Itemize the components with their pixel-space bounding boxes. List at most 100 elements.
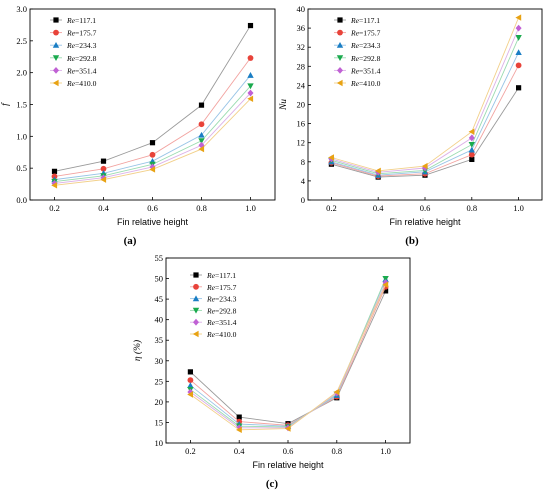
x-axis-label: Fin relative height [117, 217, 189, 227]
data-point [100, 176, 107, 183]
y-tick-label: 2.0 [16, 68, 27, 78]
legend-label: Re=292.8 [66, 54, 97, 63]
data-point [515, 24, 522, 32]
data-point [382, 281, 389, 288]
data-point [247, 22, 254, 29]
x-tick-label: 0.8 [196, 203, 207, 213]
legend-label: Re=117.1 [66, 16, 96, 25]
data-point [516, 85, 522, 91]
x-tick-label: 1.0 [513, 203, 524, 213]
legend-label: Re=351.4 [350, 66, 381, 75]
x-tick-label: 0.8 [331, 446, 342, 456]
legend-marker [52, 42, 60, 48]
data-point [100, 158, 107, 164]
data-point [375, 167, 381, 175]
legend-marker [53, 29, 59, 36]
y-tick-label: 28 [297, 61, 306, 71]
y-tick-label: 8 [301, 157, 305, 167]
y-axis-label: η (%) [132, 340, 143, 361]
legend-label: Re=292.8 [206, 306, 237, 315]
data-point [515, 62, 522, 69]
y-tick-label: 32 [297, 42, 306, 52]
data-point [149, 140, 156, 146]
legend-label: Re=410.0 [206, 330, 237, 339]
legend-label: Re=351.4 [66, 66, 97, 75]
y-tick-label: 4 [301, 176, 306, 186]
data-point [247, 83, 254, 90]
legend-label: Re=351.4 [206, 318, 237, 327]
y-tick-label: 20 [155, 397, 164, 407]
data-point [515, 35, 522, 41]
data-point [236, 414, 242, 420]
legend-label: Re=410.0 [66, 79, 97, 88]
data-point [187, 377, 194, 383]
legend-label: Re=175.7 [350, 29, 381, 38]
data-point [187, 369, 193, 375]
y-tick-label: 12 [297, 138, 306, 148]
legend-marker [337, 29, 343, 36]
legend-label: Re=117.1 [350, 16, 380, 25]
y-tick-label: 15 [155, 417, 164, 427]
legend-marker [336, 42, 344, 48]
data-point [422, 164, 428, 172]
x-tick-label: 0.6 [283, 446, 294, 456]
data-point [333, 388, 340, 396]
panel-label: (b) [405, 235, 419, 247]
x-tick-label: 0.2 [49, 203, 60, 213]
legend-label: Re=410.0 [350, 79, 381, 88]
y-tick-label: 36 [297, 23, 306, 33]
data-point [247, 95, 254, 102]
legend: Re=117.1 Re=175.7 Re=234.3 Re=292.8 Re=351.4… [334, 16, 381, 88]
legend: Re=117.1 Re=175.7 Re=234.3 Re=292.8 Re=351.4… [50, 16, 97, 88]
data-point [247, 72, 254, 78]
legend-marker [193, 272, 199, 278]
legend-marker [192, 295, 200, 302]
x-axis-label: Fin relative height [389, 217, 461, 227]
y-tick-label: 0.5 [16, 163, 27, 173]
data-point [187, 388, 194, 396]
legend-marker [336, 55, 344, 61]
chart-panel-1: 0.2 0.4 0.6 0.8 1.0 0.0 0.5 1.0 1.5 2.0 2.5 3.0 Fin … [0, 4, 276, 247]
data-point [468, 146, 475, 153]
y-tick-label: 1.5 [16, 100, 27, 110]
data-point [51, 168, 58, 174]
legend-marker [336, 79, 343, 87]
legend-label: Re=234.3 [66, 41, 97, 50]
data-point [187, 391, 193, 398]
data-point [468, 128, 475, 135]
legend: Re=117.1 Re=175.7 Re=234.3 Re=292.8 Re=351.4… [190, 271, 237, 339]
legend-marker [52, 55, 60, 61]
y-tick-label: 45 [155, 294, 164, 304]
y-tick-label: 3.0 [16, 4, 27, 14]
data-point [149, 151, 156, 158]
legend-label: Re=292.8 [350, 54, 381, 63]
legend-marker [52, 79, 59, 87]
y-tick-label: 40 [155, 315, 164, 325]
data-point [328, 154, 334, 161]
legend-marker [192, 330, 199, 338]
y-tick-label: 0.0 [16, 195, 27, 205]
y-tick-label: 1.0 [16, 131, 27, 141]
legend-marker [192, 307, 200, 314]
data-point [198, 102, 205, 108]
y-tick-label: 30 [155, 356, 164, 366]
x-tick-label: 0.4 [98, 203, 109, 213]
legend-label: Re=117.1 [206, 271, 236, 280]
data-point [198, 145, 205, 153]
data-point [149, 163, 156, 171]
legend-label: Re=175.7 [66, 29, 97, 38]
x-tick-label: 0.6 [147, 203, 158, 213]
plot-frame [165, 257, 411, 444]
legend-marker [193, 318, 199, 326]
legend-marker [53, 17, 59, 23]
data-point [198, 121, 205, 128]
data-point [515, 49, 522, 56]
y-tick-label: 20 [297, 100, 306, 110]
legend-marker [193, 283, 199, 290]
y-tick-label: 40 [297, 4, 306, 14]
legend-label: Re=175.7 [206, 283, 237, 292]
data-point [468, 142, 475, 148]
data-point [382, 275, 389, 282]
x-tick-label: 1.0 [380, 446, 391, 456]
x-axis-label: Fin relative height [252, 460, 324, 470]
